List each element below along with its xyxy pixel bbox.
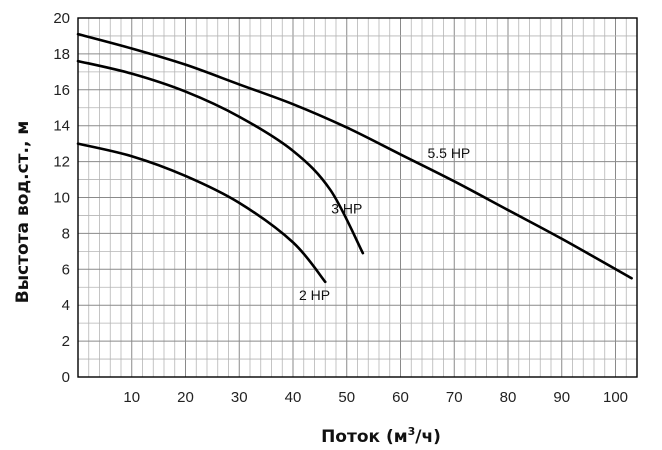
x-tick-label: 80 [500,389,517,406]
y-tick-label: 10 [53,190,70,207]
y-tick-label: 4 [62,297,70,314]
y-axis-ticks: 0 2 4 6 8 10 12 14 16 18 20 [53,10,70,386]
series-line-3-hp [76,59,365,255]
x-tick-label: 20 [177,389,194,406]
x-axis-title-main: Поток (м [321,427,408,447]
y-tick-label: 14 [53,118,70,135]
x-axis-title: Поток (м3/ч) [321,425,441,447]
y-tick-label: 18 [53,46,70,63]
plot-frame [77,17,638,378]
grid [78,18,637,377]
series-lines [76,32,633,284]
y-tick-label: 0 [62,369,70,386]
series-line-5-5-hp [76,32,633,280]
x-tick-label: 100 [603,389,628,406]
x-tick-label: 30 [231,389,248,406]
series-label-2-hp: 2 HP [299,287,330,303]
y-tick-label: 20 [53,10,70,27]
x-tick-label: 10 [123,389,140,406]
y-tick-label: 12 [53,154,70,171]
x-tick-label: 40 [285,389,302,406]
y-tick-label: 2 [62,333,70,350]
y-tick-label: 16 [53,82,70,99]
x-tick-label: 70 [446,389,463,406]
series-label-3-hp: 3 HP [331,201,362,217]
series-label-5-5-hp: 5.5 HP [427,145,470,161]
x-axis-title-superscript: 3 [408,425,416,438]
y-tick-label: 8 [62,225,70,242]
x-tick-label: 60 [392,389,409,406]
y-axis-title: Выстота вод.ст., м [13,121,33,303]
series-labels: 5.5 HP 3 HP 2 HP [299,145,470,303]
series-line-2-hp [76,142,327,284]
x-axis-ticks: 10 20 30 40 50 60 70 80 90 100 [123,389,628,406]
x-tick-label: 50 [338,389,355,406]
x-axis-title-end: /ч) [415,427,441,447]
x-tick-label: 90 [553,389,570,406]
y-tick-label: 6 [62,261,70,278]
